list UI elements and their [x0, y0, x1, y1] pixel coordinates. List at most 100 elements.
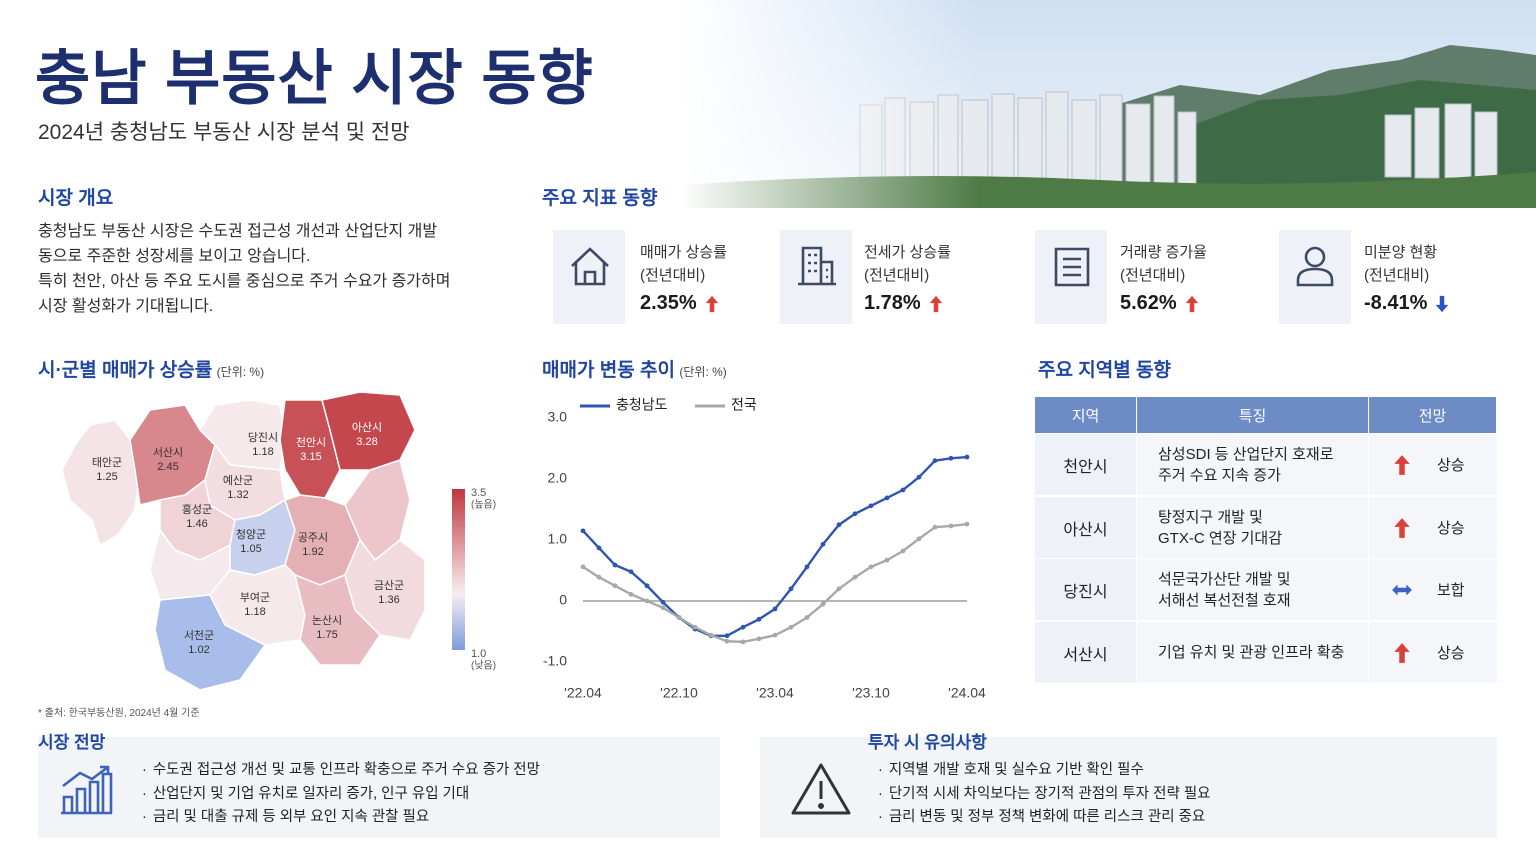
- scale-tick-label: 1.0: [471, 648, 486, 660]
- city-photo: [680, 0, 1536, 208]
- table-header: 지역: [1035, 397, 1136, 433]
- data-point: [964, 454, 970, 460]
- section-heading: 주요 지역별 동향: [1038, 360, 1171, 381]
- region-name: 예산군: [223, 474, 253, 487]
- map-region: [154, 594, 267, 691]
- x-tick-label: '22.04: [564, 685, 602, 701]
- source-note: * 출처: 한국부동산원, 2024년 4월 기준: [38, 708, 200, 719]
- data-point: [868, 564, 874, 570]
- warning-icon: [791, 763, 851, 815]
- region-value: 1.36: [378, 594, 399, 606]
- region-name: 당진시: [248, 431, 278, 444]
- region-value: 1.18: [244, 606, 265, 618]
- data-point: [884, 557, 890, 563]
- table-cell: 상승: [1369, 497, 1497, 558]
- section-heading: 주요 지표 동향: [542, 188, 658, 209]
- indicator: 전세가 상승률 (전년대비) 1.78%: [864, 241, 951, 315]
- data-point: [740, 639, 746, 645]
- data-point: [948, 523, 954, 529]
- region-value: 1.02: [188, 644, 209, 656]
- chart-heading: 매매가 변동 추이 (단위: %): [542, 355, 727, 382]
- bullet-item: · 지역별 개발 호재 및 실수요 기반 확인 필수: [878, 759, 1211, 783]
- bullet-item: · 산업단지 및 기업 유치로 일자리 증가, 인구 유입 기대: [142, 783, 540, 807]
- data-point: [916, 536, 922, 542]
- data-point: [804, 564, 810, 570]
- y-tick-label: 1.0: [548, 531, 568, 547]
- table-cell: 탕정지구 개발 및 GTX-C 연장 기대감: [1137, 497, 1368, 558]
- trend-arrow: [705, 295, 719, 312]
- indicator-value-row: 1.78%: [864, 292, 951, 315]
- trend-arrow-shape: [1392, 584, 1412, 595]
- table-header: 특징: [1137, 397, 1368, 433]
- data-point: [580, 528, 586, 534]
- data-point: [900, 548, 906, 554]
- indicator: 매매가 상승률 (전년대비) 2.35%: [640, 241, 727, 315]
- region-name: 서산시: [153, 446, 183, 459]
- title: 충남 부동산 시장 동향: [35, 45, 594, 112]
- indicator-value: 5.62%: [1120, 292, 1177, 314]
- data-point: [692, 624, 698, 630]
- data-point: [820, 541, 826, 547]
- section-heading: 시·군별 매매가 상승률: [38, 360, 213, 381]
- y-tick-label: 3.0: [548, 409, 568, 425]
- indicator-value: 2.35%: [640, 292, 697, 314]
- bullet-dot: ·: [142, 809, 147, 825]
- region-name: 아산시: [352, 421, 382, 434]
- bullet-text: 수도권 접근성 개선 및 교통 인프라 확충으로 주거 수요 증가 전망: [152, 762, 540, 778]
- bullet-dot: ·: [878, 809, 883, 825]
- data-point: [724, 638, 730, 644]
- map-region: [293, 573, 381, 666]
- data-point: [644, 598, 650, 604]
- data-point: [660, 599, 666, 605]
- trend-arrow: [1394, 642, 1410, 663]
- section-heading: 시장 전망: [38, 733, 106, 752]
- trend-arrow: [1185, 295, 1199, 312]
- trend-arrow: [929, 295, 943, 312]
- region-value: 1.32: [227, 489, 248, 501]
- data-point: [580, 564, 586, 570]
- data-point: [948, 455, 954, 461]
- section-heading: 투자 시 유의사항: [868, 733, 987, 752]
- region-name: 당진시: [1063, 583, 1108, 601]
- table-cell: 서산시: [1035, 622, 1136, 683]
- region-name: 홍성군: [182, 502, 212, 516]
- data-point: [964, 521, 970, 527]
- indicator-value-row: 2.35%: [640, 292, 727, 315]
- subtitle: 2024년 충청남도 부동산 시장 분석 및 전망: [38, 121, 410, 144]
- bullet-dot: ·: [878, 762, 883, 778]
- data-point: [644, 583, 650, 589]
- feature-line: 기업 유치 및 관광 인프라 확충: [1158, 644, 1345, 661]
- region-name: 태안군: [92, 456, 122, 469]
- data-point: [804, 615, 810, 620]
- map-heading: 시·군별 매매가 상승률 (단위: %): [38, 355, 264, 382]
- trend-arrow-shape: [1394, 517, 1410, 538]
- overview-line: 동으로 주준한 성장세를 보이고 앙습니다.: [38, 248, 311, 265]
- caution-list: · 지역별 개발 호재 및 실수요 기반 확인 필수 · 단기적 시세 차익보다는 장…: [878, 759, 1211, 830]
- table-header: 전망: [1369, 397, 1496, 433]
- data-point: [852, 574, 858, 580]
- indicator-value-row: -8.41%: [1364, 292, 1451, 315]
- chart-title: 매매가 변동 추이: [542, 360, 675, 381]
- data-point: [612, 583, 618, 589]
- scale-tick-label: 3.5: [471, 487, 486, 499]
- data-point: [612, 562, 618, 568]
- table-cell: 보합: [1369, 559, 1497, 620]
- data-point: [756, 636, 762, 642]
- table-cell: 상승: [1369, 434, 1497, 495]
- y-tick-label: 0: [559, 592, 567, 608]
- outlook-text: 상승: [1437, 457, 1465, 474]
- table-cell: 아산시: [1035, 497, 1136, 558]
- data-point: [836, 522, 842, 528]
- growth-icon: [61, 765, 113, 815]
- table-cell: 상승: [1369, 622, 1497, 683]
- trend-arrow-shape: [1185, 295, 1199, 312]
- scale-note: (낮음): [471, 660, 496, 672]
- outlook-panel: [38, 737, 720, 838]
- data-point: [788, 586, 794, 592]
- bullet-item: · 금리 및 대출 규제 등 외부 요인 지속 관찰 필요: [142, 806, 540, 830]
- trend-arrow: [1394, 517, 1410, 538]
- x-tick-label: '23.04: [756, 685, 794, 701]
- header-text: 특징: [1238, 407, 1267, 425]
- data-point: [868, 503, 874, 509]
